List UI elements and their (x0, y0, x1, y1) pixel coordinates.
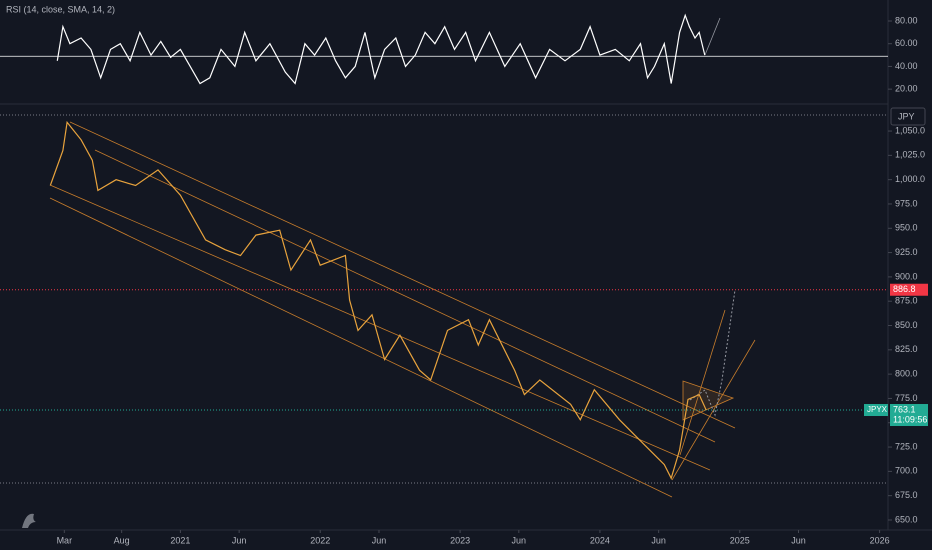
x-tick-label: 2026 (870, 535, 890, 545)
x-tick-label: 2021 (170, 535, 190, 545)
y-tick-label: 80.00 (895, 15, 918, 25)
price-label-bg (890, 404, 928, 427)
x-tick-label: 2023 (450, 535, 470, 545)
x-tick-label: 2025 (730, 535, 750, 545)
symbol-label: JPYX (867, 405, 888, 414)
channel-drawing (49, 121, 756, 498)
y-tick-label: 725.0 (895, 441, 918, 451)
series-line (56, 13, 706, 85)
price-label-bg (890, 283, 928, 296)
y-tick-label: 925.0 (895, 247, 918, 257)
x-tick-label: 2024 (590, 535, 610, 545)
y-tick-label: 825.0 (895, 344, 918, 354)
y-tick-label: 1,000.0 (895, 174, 925, 184)
y-tick-label: 975.0 (895, 198, 918, 208)
price-label: 763.1 (893, 404, 916, 414)
y-tick-label: 850.0 (895, 320, 918, 330)
y-tick-label: 875.0 (895, 296, 918, 306)
x-tick-label: 2022 (310, 535, 330, 545)
series-line (49, 120, 707, 480)
logo (22, 513, 36, 528)
unit-label: JPY (898, 111, 915, 121)
y-tick-label: 1,050.0 (895, 125, 925, 135)
y-tick-label: 700.0 (895, 466, 918, 476)
x-tick-label: Mar (57, 535, 73, 545)
x-tick-label: Jun (372, 535, 387, 545)
y-tick-label: 1,025.0 (895, 150, 925, 160)
rsi-projection-arrow (704, 17, 721, 56)
x-tick-label: Jun (232, 535, 247, 545)
y-tick-label: 675.0 (895, 490, 918, 500)
countdown-label: 11:09:56 (893, 414, 927, 424)
x-tick-label: Jun (651, 535, 666, 545)
price-label: 886.8 (893, 284, 916, 294)
y-tick-label: 40.00 (895, 61, 918, 71)
y-tick-label: 650.0 (895, 514, 918, 524)
x-tick-label: Jun (791, 535, 806, 545)
rsi-title: RSI (14, close, SMA, 14, 2) (6, 4, 115, 14)
y-tick-label: 900.0 (895, 271, 918, 281)
y-tick-label: 60.00 (895, 38, 918, 48)
y-tick-label: 950.0 (895, 223, 918, 233)
x-tick-label: Jun (512, 535, 527, 545)
y-tick-label: 775.0 (895, 393, 918, 403)
y-tick-label: 20.00 (895, 84, 918, 94)
symbol-label-bg (864, 404, 888, 417)
x-tick-label: Aug (114, 535, 130, 545)
unit-box (890, 107, 926, 126)
projection-arrow (689, 289, 736, 417)
y-tick-label: 800.0 (895, 369, 918, 379)
